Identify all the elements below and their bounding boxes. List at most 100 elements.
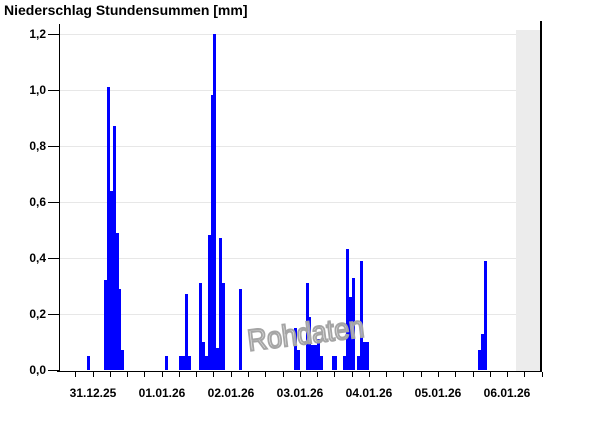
hour-bar: [346, 249, 350, 370]
hour-bar: [311, 345, 315, 370]
y-axis-tick: [48, 258, 59, 259]
y-axis-tick: [48, 202, 59, 203]
hour-bar: [165, 356, 169, 370]
chart-title: Niederschlag Stundensummen [mm]: [4, 2, 248, 18]
hour-bar: [306, 283, 310, 370]
x-axis-tick: [455, 372, 456, 377]
hour-bar: [317, 339, 321, 370]
y-tick-label: 0,0: [29, 363, 46, 377]
hour-bar: [116, 233, 120, 370]
hour-bar: [484, 261, 488, 370]
hour-bar: [118, 289, 122, 370]
y-axis-line: [59, 24, 60, 371]
hour-bar: [352, 278, 356, 370]
hour-bar: [110, 191, 114, 370]
hour-bar: [332, 356, 336, 370]
x-axis-tick: [473, 372, 474, 377]
y-gridline: [60, 90, 540, 91]
y-axis-tick: [48, 314, 59, 315]
y-tick-label: 1,0: [29, 83, 46, 97]
hour-bar: [320, 356, 324, 370]
x-axis-tick: [93, 372, 94, 377]
y-tick-label: 1,2: [29, 27, 46, 41]
x-day-label: 06.01.26: [483, 386, 531, 400]
hour-bar: [481, 334, 485, 370]
hour-bar: [87, 356, 91, 370]
hour-bar: [205, 356, 209, 370]
x-axis-tick: [542, 372, 543, 377]
no-data-band: [516, 30, 542, 371]
x-axis-tick: [300, 372, 301, 377]
x-day-label: 01.01.26: [138, 386, 186, 400]
x-axis-tick: [352, 372, 353, 377]
hour-bar: [357, 356, 361, 370]
x-day-label: 31.12.25: [69, 386, 117, 400]
x-axis-tick: [403, 372, 404, 377]
x-axis-tick: [144, 372, 145, 377]
hour-bar: [216, 348, 220, 370]
y-gridline: [60, 314, 540, 315]
y-tick-label: 0,2: [29, 307, 46, 321]
y-tick-label: 0,8: [29, 139, 46, 153]
hour-bar: [179, 356, 183, 370]
hour-bar: [343, 356, 347, 370]
hour-bar: [308, 317, 312, 370]
hour-bar: [239, 289, 243, 370]
hour-bar: [363, 342, 367, 370]
hour-bar: [188, 356, 192, 370]
x-axis-tick: [507, 372, 508, 377]
y-gridline: [60, 34, 540, 35]
x-axis-tick: [75, 372, 76, 377]
x-axis-line: [57, 371, 542, 372]
hour-bar: [202, 342, 206, 370]
hour-bar: [334, 356, 338, 370]
hour-bar: [213, 34, 217, 370]
x-axis-tick: [317, 372, 318, 377]
y-axis-tick: [48, 370, 59, 371]
x-axis-tick: [438, 372, 439, 377]
hour-bar: [349, 297, 353, 370]
x-day-label: 02.01.26: [207, 386, 255, 400]
hour-bar: [121, 350, 125, 370]
hour-bar: [107, 87, 111, 370]
x-axis-tick: [283, 372, 284, 377]
hour-bar: [104, 280, 108, 370]
x-axis-tick: [369, 372, 370, 377]
x-axis-tick: [524, 372, 525, 377]
x-axis-tick: [334, 372, 335, 377]
x-axis-tick: [386, 372, 387, 377]
x-axis-tick: [248, 372, 249, 377]
x-axis-tick: [162, 372, 163, 377]
hour-bar: [294, 328, 298, 370]
x-day-label: 05.01.26: [414, 386, 462, 400]
hour-bar: [199, 283, 203, 370]
hour-bar: [182, 356, 186, 370]
plot-right-border: [540, 21, 542, 371]
y-gridline: [60, 202, 540, 203]
x-axis-tick: [196, 372, 197, 377]
hour-bar: [208, 235, 212, 370]
x-axis-tick: [127, 372, 128, 377]
hour-bar: [297, 350, 301, 370]
y-axis-tick: [48, 34, 59, 35]
x-axis-tick: [490, 372, 491, 377]
y-axis-tick: [48, 146, 59, 147]
x-axis-tick: [179, 372, 180, 377]
x-axis-tick: [110, 372, 111, 377]
hour-bar: [360, 261, 364, 370]
y-tick-label: 0,4: [29, 251, 46, 265]
y-gridline: [60, 146, 540, 147]
hour-bar: [113, 126, 117, 370]
y-axis-tick: [48, 90, 59, 91]
x-axis-tick: [213, 372, 214, 377]
hour-bar: [211, 95, 215, 370]
hour-bar: [222, 283, 226, 370]
x-day-label: 03.01.26: [276, 386, 324, 400]
x-axis-tick: [231, 372, 232, 377]
y-gridline: [60, 258, 540, 259]
hour-bar: [314, 345, 318, 370]
x-axis-tick: [265, 372, 266, 377]
x-day-label: 04.01.26: [345, 386, 393, 400]
x-axis-tick: [421, 372, 422, 377]
